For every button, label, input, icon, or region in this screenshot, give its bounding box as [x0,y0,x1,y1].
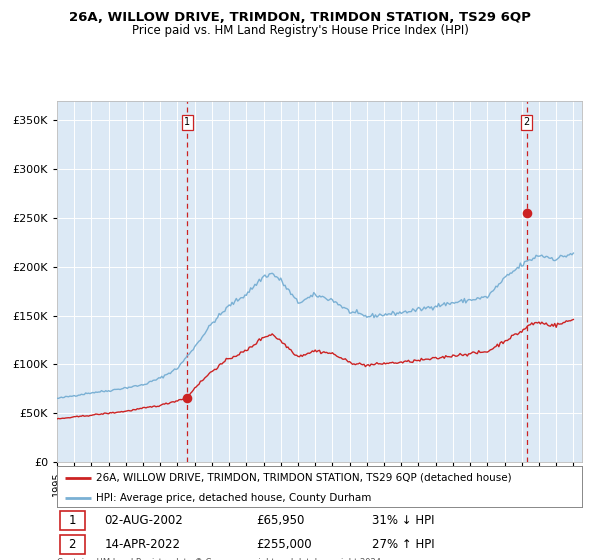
Text: £65,950: £65,950 [257,514,305,528]
Text: 02-AUG-2002: 02-AUG-2002 [104,514,183,528]
Text: 31% ↓ HPI: 31% ↓ HPI [372,514,434,528]
Text: 27% ↑ HPI: 27% ↑ HPI [372,538,434,551]
Text: 1: 1 [184,117,191,127]
Text: Contains HM Land Registry data © Crown copyright and database right 2024.
This d: Contains HM Land Registry data © Crown c… [57,558,383,560]
Point [522,208,532,217]
Text: 2: 2 [523,117,530,127]
Text: HPI: Average price, detached house, County Durham: HPI: Average price, detached house, Coun… [97,493,372,503]
Text: £255,000: £255,000 [257,538,312,551]
Text: 2: 2 [68,538,76,551]
FancyBboxPatch shape [59,535,85,554]
Text: 1: 1 [68,514,76,528]
Text: 26A, WILLOW DRIVE, TRIMDON, TRIMDON STATION, TS29 6QP: 26A, WILLOW DRIVE, TRIMDON, TRIMDON STAT… [69,11,531,24]
FancyBboxPatch shape [59,511,85,530]
Text: 14-APR-2022: 14-APR-2022 [104,538,180,551]
Text: 26A, WILLOW DRIVE, TRIMDON, TRIMDON STATION, TS29 6QP (detached house): 26A, WILLOW DRIVE, TRIMDON, TRIMDON STAT… [97,473,512,483]
Point [182,393,192,402]
Text: Price paid vs. HM Land Registry's House Price Index (HPI): Price paid vs. HM Land Registry's House … [131,24,469,36]
